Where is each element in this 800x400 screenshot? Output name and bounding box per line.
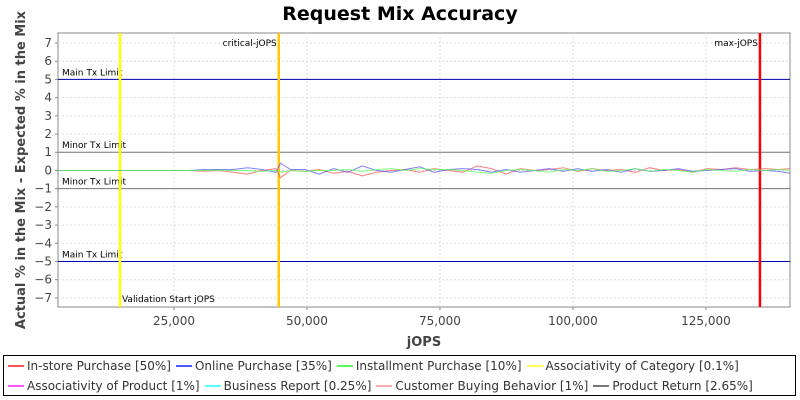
y-tick-label: 1 <box>44 145 52 159</box>
y-tick-label: −5 <box>34 254 52 268</box>
legend-swatch <box>593 385 610 387</box>
legend-item: Online Purchase [35%] <box>175 359 332 373</box>
legend-label: Associativity of Product [1%] <box>27 379 200 393</box>
y-tick-label: −2 <box>34 200 52 214</box>
y-tick-label: 4 <box>44 91 52 105</box>
y-tick-label: −3 <box>34 218 52 232</box>
y-tick-label: −4 <box>34 236 52 250</box>
legend-swatch <box>526 365 543 367</box>
marker-line-label: critical-jOPS <box>223 39 277 49</box>
x-tick-label: 100,000 <box>548 314 598 328</box>
legend-swatch <box>204 385 221 387</box>
legend-swatch <box>336 365 353 367</box>
legend-item: Installment Purchase [10%] <box>336 359 522 373</box>
y-tick-label: 3 <box>44 109 52 123</box>
series-line <box>58 168 791 174</box>
x-tick-label: 125,000 <box>681 314 731 328</box>
legend-item: In-store Purchase [50%] <box>8 359 171 373</box>
legend-item: Customer Buying Behavior [1%] <box>376 379 588 393</box>
legend-label: Business Report [0.25%] <box>223 379 372 393</box>
y-tick-label: 2 <box>44 127 52 141</box>
y-tick-label: 5 <box>44 72 52 86</box>
y-tick-label: 7 <box>44 36 52 50</box>
x-axis-label: jOPS <box>406 335 441 350</box>
legend-label: Product Return [2.65%] <box>612 379 753 393</box>
legend-item: Associativity of Product [1%] <box>8 379 200 393</box>
y-tick-label: 0 <box>44 163 52 177</box>
x-tick-label: 50,000 <box>286 314 328 328</box>
legend-label: In-store Purchase [50%] <box>27 359 171 373</box>
legend-swatch <box>175 365 192 367</box>
chart: Request Mix Accuracy Actual % in the Mix… <box>14 3 791 350</box>
limit-line-label: Minor Tx Limit <box>62 178 127 188</box>
y-tick-label: −6 <box>34 273 52 287</box>
limit-line-label: Main Tx Limit <box>62 68 123 78</box>
y-axis-label: Actual % in the Mix - Expected % in the … <box>14 10 29 329</box>
marker-line-label: Validation Start jOPS <box>122 295 215 305</box>
legend-item: Business Report [0.25%] <box>204 379 372 393</box>
chart-title: Request Mix Accuracy <box>282 3 518 25</box>
marker-line-label: max-jOPS <box>714 39 758 49</box>
legend-swatch <box>8 385 24 387</box>
legend-item: Product Return [2.65%] <box>593 379 753 393</box>
legend: In-store Purchase [50%] Online Purchase [… <box>3 355 796 396</box>
legend-swatch <box>8 365 24 367</box>
y-tick-label: 6 <box>44 54 52 68</box>
x-tick-label: 75,000 <box>419 314 461 328</box>
legend-label: Installment Purchase [10%] <box>355 359 522 373</box>
legend-label: Customer Buying Behavior [1%] <box>395 379 589 393</box>
y-tick-label: −7 <box>34 291 52 305</box>
legend-label: Associativity of Category [0.1%] <box>545 359 739 373</box>
legend-label: Online Purchase [35%] <box>194 359 332 373</box>
limit-line-label: Minor Tx Limit <box>62 141 127 151</box>
x-tick-label: 25,000 <box>153 314 195 328</box>
legend-item: Associativity of Category [0.1%] <box>526 359 739 373</box>
y-tick-label: −1 <box>34 182 52 196</box>
limit-line-label: Main Tx Limit <box>62 250 123 260</box>
legend-swatch <box>376 385 393 387</box>
